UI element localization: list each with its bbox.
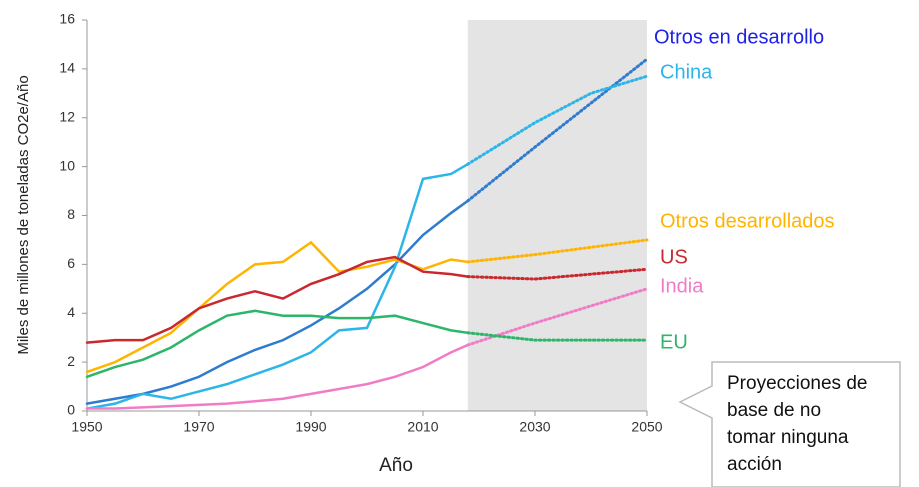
series-label: EU [660, 331, 688, 353]
series-line [85, 309, 470, 379]
x-tick-label: 1950 [71, 419, 102, 435]
series-line [85, 162, 470, 410]
annotation-text: acción [727, 454, 782, 475]
projection-line [466, 331, 649, 342]
series-label: Otros desarrollados [660, 210, 835, 232]
y-tick-label: 14 [59, 60, 75, 76]
annotation-text: Proyecciones de [727, 373, 867, 394]
series-label: China [660, 61, 713, 83]
x-tick-label: 1970 [183, 419, 214, 435]
projection-line [466, 57, 649, 203]
x-tick-label: 2010 [407, 419, 438, 435]
series-line [85, 255, 470, 344]
y-tick-label: 10 [59, 157, 75, 173]
series-label: US [660, 246, 688, 268]
series-line [85, 240, 470, 374]
y-tick-label: 2 [67, 353, 75, 369]
x-axis-label: Año [379, 455, 413, 476]
series-line [85, 343, 470, 410]
y-tick-label: 6 [67, 255, 75, 271]
series-line [85, 199, 470, 405]
projection-line [466, 238, 649, 264]
y-tick-label: 8 [67, 206, 75, 222]
x-tick-label: 2030 [519, 419, 550, 435]
projection-line [466, 74, 649, 166]
y-axis-label: Miles de millones de toneladas CO2e/Año [15, 75, 32, 354]
y-tick-label: 0 [67, 402, 75, 418]
series-label: Otros en desarrollo [654, 26, 824, 48]
y-tick-label: 4 [67, 304, 75, 320]
annotation-box [678, 361, 901, 487]
x-tick-label: 2050 [631, 419, 662, 435]
y-tick-label: 12 [59, 108, 75, 124]
projection-line [466, 267, 649, 281]
annotation-text: tomar ninguna [727, 427, 849, 448]
y-tick-label: 16 [59, 11, 75, 27]
series-label: India [660, 275, 704, 297]
projection-line [466, 287, 649, 347]
x-tick-label: 1990 [295, 419, 326, 435]
annotation-text: base de no [727, 400, 821, 421]
